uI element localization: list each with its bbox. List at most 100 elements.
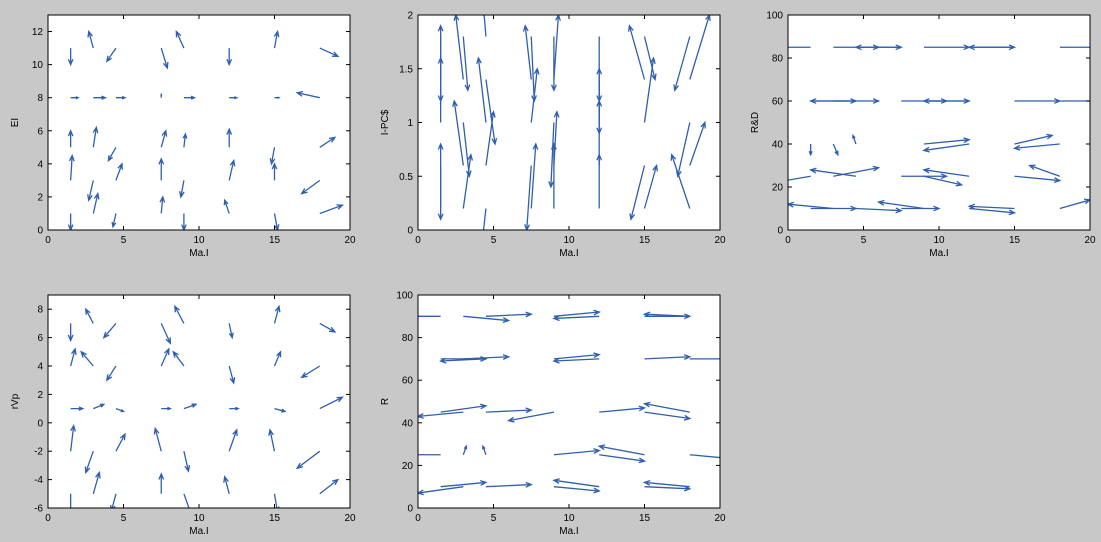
arrows — [67, 29, 345, 230]
arrow — [530, 142, 539, 209]
axes-background — [418, 295, 720, 508]
arrow — [115, 95, 127, 100]
arrow — [553, 15, 561, 80]
arrow — [463, 354, 511, 360]
arrow — [967, 44, 1015, 51]
y-tick-label: 0 — [37, 418, 43, 429]
y-axis-label: R&D — [750, 112, 761, 133]
arrow — [228, 158, 236, 181]
arrows — [788, 44, 1090, 216]
arrow — [70, 423, 76, 452]
arrow — [808, 167, 857, 177]
arrow — [485, 311, 533, 318]
arrow — [178, 180, 185, 199]
x-tick-label: 0 — [415, 513, 421, 524]
arrow — [553, 352, 601, 360]
y-tick-label: 1.5 — [399, 64, 413, 75]
arrow — [67, 213, 74, 230]
arrow — [642, 401, 690, 413]
y-tick-label: 20 — [402, 461, 414, 472]
y-axis-label: rVp — [10, 393, 21, 409]
arrow — [553, 309, 601, 317]
arrow — [1012, 143, 1060, 151]
arrow — [485, 481, 533, 488]
arrow — [300, 179, 321, 195]
y-tick-label: 40 — [772, 140, 784, 151]
arrow — [476, 56, 487, 123]
arrow — [418, 486, 464, 496]
y-tick-label: 40 — [402, 418, 414, 429]
arrow — [440, 403, 488, 413]
arrow — [160, 347, 170, 367]
arrow — [506, 411, 555, 423]
arrow — [453, 15, 464, 80]
arrow — [922, 167, 970, 177]
arrow — [70, 406, 85, 411]
y-tick-label: 1 — [407, 118, 413, 129]
arrow — [319, 478, 340, 495]
y-tick-label: 8 — [37, 93, 43, 104]
arrow — [93, 403, 106, 410]
x-tick-label: 10 — [193, 235, 205, 246]
arrow — [852, 133, 857, 145]
arrow — [115, 432, 126, 452]
y-tick-label: 100 — [766, 11, 783, 22]
arrow — [599, 454, 647, 464]
arrow — [67, 323, 74, 343]
y-tick-label: 10 — [32, 60, 44, 71]
arrow — [418, 315, 441, 317]
y-tick-label: 0 — [777, 226, 783, 237]
x-tick-label: 20 — [714, 235, 726, 246]
x-tick-label: 20 — [344, 235, 356, 246]
arrow — [438, 357, 486, 364]
arrow — [226, 127, 233, 148]
arrow — [788, 46, 811, 48]
x-tick-label: 10 — [933, 235, 945, 246]
arrow — [642, 311, 690, 318]
arrow — [319, 396, 344, 410]
arrow — [269, 147, 276, 166]
y-tick-label: -4 — [34, 475, 43, 486]
x-tick-label: 20 — [714, 513, 726, 524]
arrow — [808, 98, 856, 104]
arrow — [295, 90, 320, 99]
arrow — [183, 451, 191, 473]
arrow — [300, 365, 321, 379]
arrow — [319, 47, 340, 58]
arrow — [1059, 46, 1090, 48]
arrow — [273, 350, 282, 367]
arrow — [689, 15, 711, 80]
arrow — [643, 163, 658, 209]
arrow — [550, 36, 557, 92]
arrows — [437, 15, 711, 230]
y-tick-label: -2 — [34, 447, 43, 458]
arrow — [552, 315, 600, 322]
arrow — [273, 493, 280, 508]
x-tick-label: 15 — [639, 235, 651, 246]
y-tick-label: 100 — [396, 291, 413, 302]
y-axis-label: R — [380, 398, 391, 405]
arrow — [644, 485, 692, 492]
arrow — [855, 207, 903, 214]
arrow — [832, 143, 839, 157]
arrow — [228, 365, 236, 385]
x-tick-label: 5 — [491, 513, 497, 524]
arrow — [485, 407, 533, 414]
x-tick-label: 20 — [1084, 235, 1096, 246]
x-tick-label: 0 — [45, 513, 51, 524]
arrow — [70, 493, 72, 508]
arrow — [483, 15, 487, 37]
arrow — [111, 213, 117, 229]
x-axis-label: Ma.I — [559, 248, 578, 259]
arrow — [670, 153, 691, 209]
arrow — [642, 480, 690, 488]
subplot: 0 5 10 15 20 0 20 40 60 80 100 Ma.I R&D — [750, 11, 1096, 260]
x-axis-label: Ma.I — [189, 248, 208, 259]
arrow — [462, 153, 474, 209]
x-tick-label: 10 — [563, 235, 575, 246]
y-tick-label: 6 — [37, 333, 43, 344]
arrow — [643, 36, 657, 82]
arrow — [1014, 133, 1054, 145]
y-tick-label: 2 — [37, 390, 43, 401]
y-tick-label: 80 — [772, 54, 784, 65]
